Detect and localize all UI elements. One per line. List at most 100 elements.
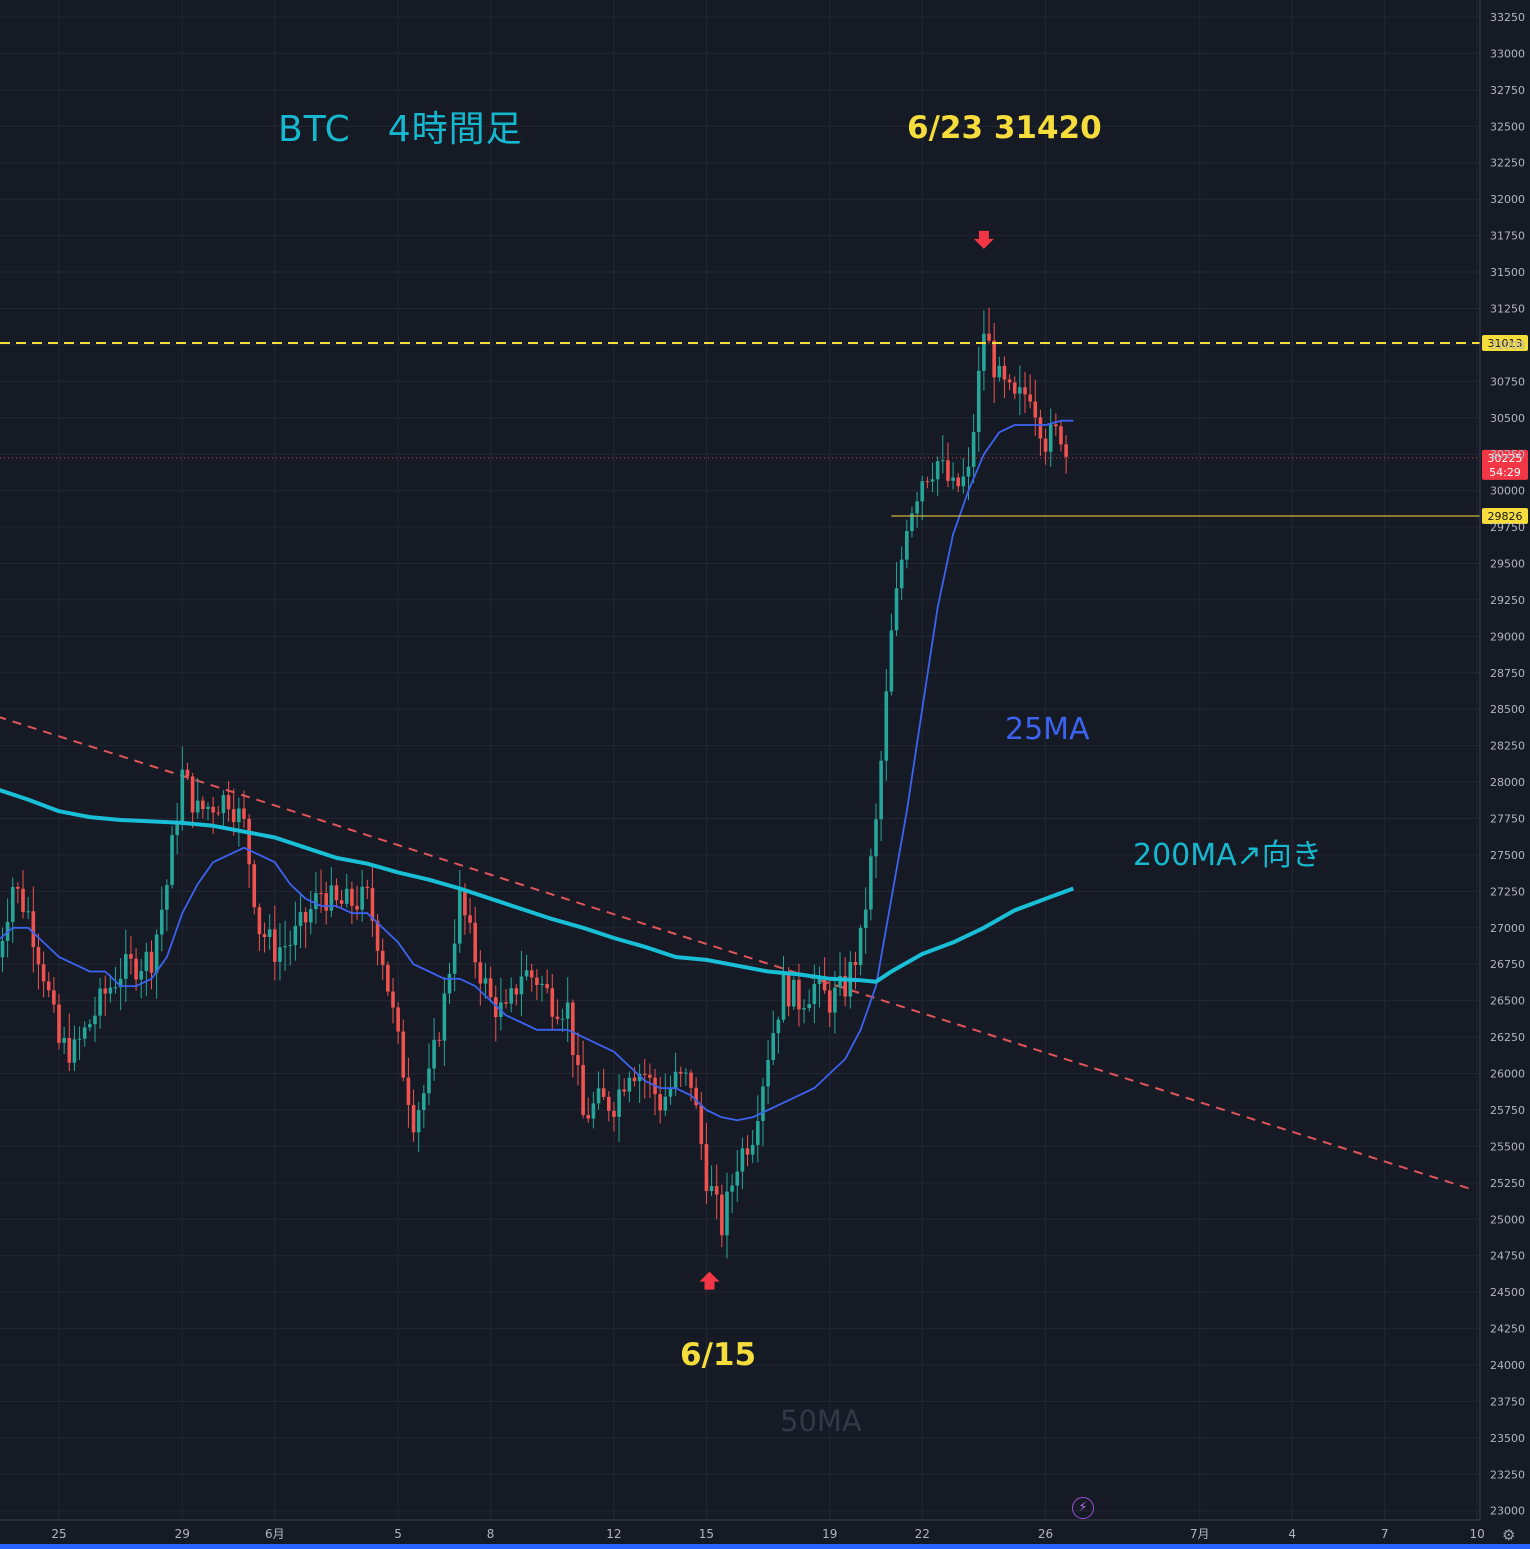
candle-body	[273, 929, 277, 962]
candle-body	[714, 1186, 719, 1195]
candle-body	[303, 912, 308, 923]
candle-body	[894, 588, 899, 631]
candle-body	[704, 1144, 709, 1192]
candle-body	[581, 1064, 585, 1116]
candle-body	[72, 1039, 77, 1063]
candle-body	[529, 970, 534, 978]
arrow-down-icon	[973, 230, 994, 249]
candle-body	[36, 947, 41, 965]
x-tick-label: 7月	[1190, 1527, 1210, 1541]
flash-icon[interactable]: ⚡	[1072, 1497, 1094, 1519]
candle-body	[879, 760, 883, 820]
moving-averages	[0, 419, 1074, 1122]
candle-body	[31, 911, 36, 948]
ma-line-200ma	[0, 788, 1074, 984]
candle-body	[786, 974, 791, 1007]
downtrend-line	[0, 716, 1475, 1192]
candle-body	[802, 1008, 806, 1010]
level-label-box	[1482, 507, 1528, 524]
candle-body	[642, 1073, 647, 1075]
candle-body	[237, 808, 241, 823]
candle-body	[899, 559, 904, 589]
candle-body	[257, 907, 262, 935]
candle-body	[1012, 382, 1017, 394]
candle-body	[858, 927, 863, 965]
bottom-accent-bar	[0, 1544, 1530, 1549]
candle-body	[699, 1105, 704, 1145]
candle-body	[452, 943, 457, 974]
x-tick-label: 29	[175, 1527, 190, 1541]
x-tick-label: 15	[699, 1527, 714, 1541]
candle-body	[175, 822, 179, 835]
candle-body	[617, 1089, 621, 1117]
y-tick-label: 32000	[1490, 193, 1525, 206]
candle-body	[77, 1038, 82, 1040]
gear-icon[interactable]: ⚙	[1502, 1526, 1516, 1544]
candle-body	[992, 340, 996, 378]
candle-body	[838, 975, 842, 988]
candle-body	[432, 1039, 436, 1069]
candle-body	[648, 1074, 652, 1078]
candle-body	[910, 513, 914, 532]
candle-body	[201, 800, 205, 809]
candle-body	[504, 1002, 508, 1004]
y-tick-label: 26000	[1490, 1068, 1525, 1081]
candle-body	[252, 864, 257, 908]
arrow-up-icon	[699, 1271, 720, 1290]
candle-body	[725, 1191, 729, 1236]
candle-body	[293, 925, 298, 946]
y-tick-label: 33250	[1490, 11, 1525, 24]
candle-body	[915, 501, 919, 514]
candle-body	[442, 993, 447, 1041]
candle-body	[627, 1077, 632, 1092]
candle-body	[591, 1103, 596, 1119]
candle-body	[478, 962, 483, 984]
chart-grid	[0, 0, 1480, 1520]
countdown-label: 54:29	[1489, 466, 1521, 479]
candle-body	[339, 900, 344, 904]
x-tick-label: 5	[394, 1527, 402, 1541]
ma50-label: 50MA	[780, 1404, 862, 1438]
candle-body	[422, 1093, 426, 1111]
candle-body	[82, 1027, 87, 1039]
x-tick-label: 22	[915, 1527, 930, 1541]
candle-body	[46, 981, 51, 991]
candle-body	[535, 977, 539, 985]
candle-body	[129, 954, 133, 959]
high-annotation: 6/23 31420	[907, 110, 1102, 146]
candle-body	[750, 1144, 755, 1155]
candle-body	[329, 885, 334, 911]
candle-body	[833, 987, 837, 1013]
candle-body	[190, 776, 195, 813]
candle-body	[386, 964, 390, 992]
candle-body	[576, 1055, 580, 1065]
candle-body	[524, 970, 529, 977]
candle-body	[16, 886, 20, 889]
candle-body	[586, 1115, 591, 1119]
y-tick-label: 31750	[1490, 230, 1525, 243]
candle-body	[108, 987, 113, 994]
candle-body	[165, 885, 169, 910]
candle-body	[247, 818, 251, 865]
candle-body	[545, 983, 549, 989]
candle-body	[540, 983, 544, 985]
x-tick-label: 12	[606, 1527, 621, 1541]
candle-body	[1043, 438, 1048, 452]
x-tick-label: 7	[1381, 1527, 1389, 1541]
candle-body	[216, 812, 221, 814]
current-price-box	[1482, 449, 1528, 480]
y-tick-label: 24000	[1490, 1359, 1525, 1372]
y-tick-label: 26250	[1490, 1031, 1525, 1044]
candle-body	[0, 940, 5, 958]
candle-body	[344, 888, 349, 904]
candle-body	[684, 1072, 688, 1074]
candle-body	[925, 481, 930, 483]
candle-body	[457, 889, 462, 944]
low-annotation: 6/15	[680, 1337, 757, 1373]
candle-body	[314, 893, 318, 910]
x-tick-label: 25	[51, 1527, 66, 1541]
y-tick-label: 25750	[1490, 1104, 1525, 1117]
y-tick-label: 24500	[1490, 1286, 1525, 1299]
candle-body	[493, 997, 498, 1018]
